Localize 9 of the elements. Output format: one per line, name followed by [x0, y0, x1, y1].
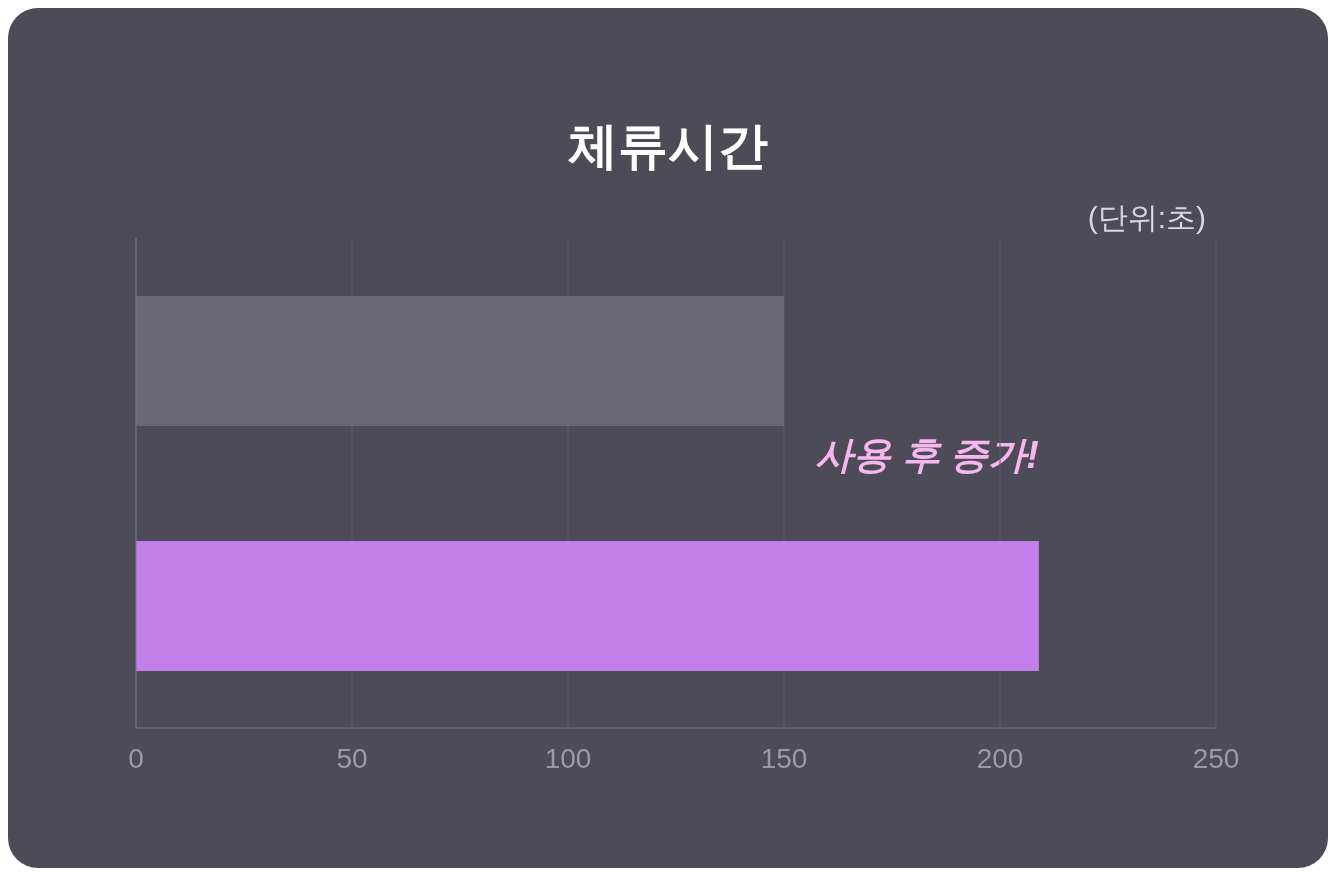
x-tick-label: 150 — [760, 742, 808, 774]
x-tick-label: 100 — [544, 742, 592, 774]
chart-title: 체류시간 — [567, 117, 769, 176]
annotation: 사용 후 증가! — [815, 433, 1039, 478]
x-tick-label: 50 — [336, 742, 368, 774]
text: (단위:초) — [1087, 200, 1206, 236]
x-tick-label: 250 — [1192, 742, 1240, 774]
x-tick-label: 200 — [976, 742, 1024, 774]
x-tick-label: 0 — [128, 742, 144, 774]
